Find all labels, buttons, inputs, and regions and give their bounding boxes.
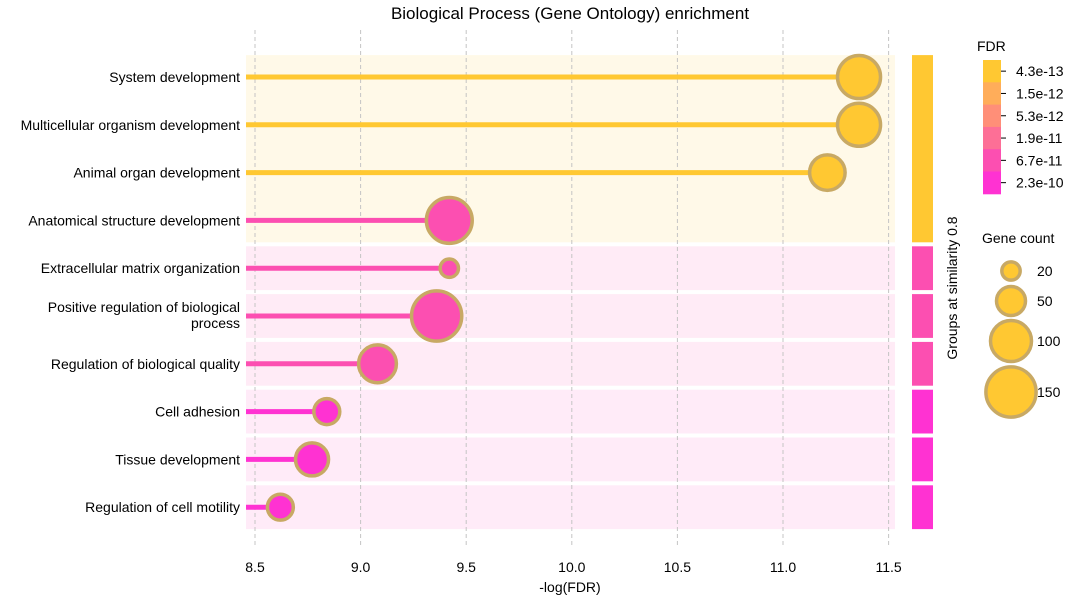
x-tick-label: 11.5: [875, 559, 901, 575]
x-gridlines: [254, 30, 890, 548]
x-tick-label: 9.0: [351, 559, 371, 575]
gene-count-legend-circle: [1000, 260, 1022, 282]
fdr-tick-label: 1.9e-11: [1016, 130, 1063, 146]
gene-count-legend-label: 20: [1037, 263, 1053, 279]
group-bar-2: [912, 246, 933, 291]
x-tick-label: 8.5: [245, 559, 265, 575]
fdr-tick-label: 1.5e-12: [1016, 85, 1064, 101]
group-background-5: [246, 389, 895, 434]
group-backgrounds: [246, 55, 895, 530]
group-bar-6: [912, 437, 933, 482]
gene-count-legend-circle: [994, 284, 1028, 318]
x-tick-label: 11.0: [770, 559, 796, 575]
term-label: Multicellular organism development: [21, 117, 241, 133]
term-label: Regulation of biological quality: [51, 356, 240, 372]
gene-count-legend-circle: [984, 365, 1038, 419]
gene-count-legend-circle: [988, 318, 1034, 364]
group-background-7: [246, 485, 895, 530]
fdr-tick-label: 5.3e-12: [1016, 108, 1064, 124]
group-bar-7: [912, 485, 933, 530]
group-bar-4: [912, 341, 933, 386]
term-label: System development: [109, 69, 240, 85]
fdr-color-swatch: [983, 149, 1001, 172]
gene-count-legend-title: Gene count: [982, 230, 1054, 246]
x-axis-label: -log(FDR): [539, 579, 600, 595]
chart-title: Biological Process (Gene Ontology) enric…: [391, 4, 749, 23]
group-background-1: [246, 55, 895, 243]
group-axis-label: Groups at similarity 0.8: [944, 216, 960, 359]
lollipop-head: [356, 343, 399, 385]
term-label: Animal organ development: [73, 165, 240, 181]
fdr-color-swatch: [983, 82, 1001, 106]
x-tick-label: 9.5: [456, 559, 476, 575]
lollipop-head: [807, 153, 847, 193]
group-bar-5: [912, 389, 933, 434]
term-label: Extracellular matrix organization: [41, 260, 240, 276]
term-label: Anatomical structure development: [28, 212, 240, 228]
group-bar-1: [912, 55, 933, 243]
group-bar-3: [912, 294, 933, 338]
lollipop-head: [835, 53, 883, 101]
x-tick-label: 10.0: [558, 559, 585, 575]
lollipop-head: [438, 257, 461, 280]
term-label: process: [191, 315, 240, 331]
gene-count-legend: Gene count 20 50 100 150: [982, 230, 1061, 419]
lollipop-head: [265, 492, 296, 522]
fdr-legend-title: FDR: [977, 38, 1006, 54]
fdr-tick-label: 2.3e-10: [1016, 175, 1064, 191]
lollipop-head: [409, 289, 464, 343]
x-tick-label: 10.5: [664, 559, 691, 575]
fdr-color-swatch: [983, 126, 1001, 150]
lollipop-marks: [246, 53, 883, 522]
lollipop-head: [293, 441, 331, 478]
group-background-6: [246, 437, 895, 482]
term-labels: System development Multicellular organism…: [21, 69, 241, 515]
term-label: Tissue development: [115, 451, 240, 467]
gene-count-legend-label: 100: [1037, 333, 1061, 349]
lollipop-head: [424, 195, 474, 246]
fdr-tick-label: 4.3e-13: [1016, 63, 1064, 79]
term-label: Regulation of cell motility: [85, 499, 240, 515]
x-axis: 8.5 9.0 9.5 10.0 10.5 11.0 11.5: [245, 559, 902, 575]
lollipop-head: [312, 396, 342, 427]
gene-count-legend-label: 50: [1037, 293, 1053, 309]
fdr-legend: FDR 4.3e-13 1.5e-12 5.3e-12 1.9e-11 6.7e-11 2…: [977, 38, 1064, 195]
gene-count-legend-label: 150: [1037, 384, 1061, 400]
fdr-color-swatch: [983, 171, 1001, 195]
lollipop-head: [835, 101, 883, 149]
term-label: Cell adhesion: [155, 404, 240, 420]
group-bars: [912, 55, 933, 530]
fdr-color-swatch: [983, 104, 1001, 128]
term-label: Positive regulation of biological: [48, 299, 240, 315]
fdr-tick-label: 6.7e-11: [1016, 152, 1063, 168]
fdr-color-swatch: [983, 60, 1001, 83]
